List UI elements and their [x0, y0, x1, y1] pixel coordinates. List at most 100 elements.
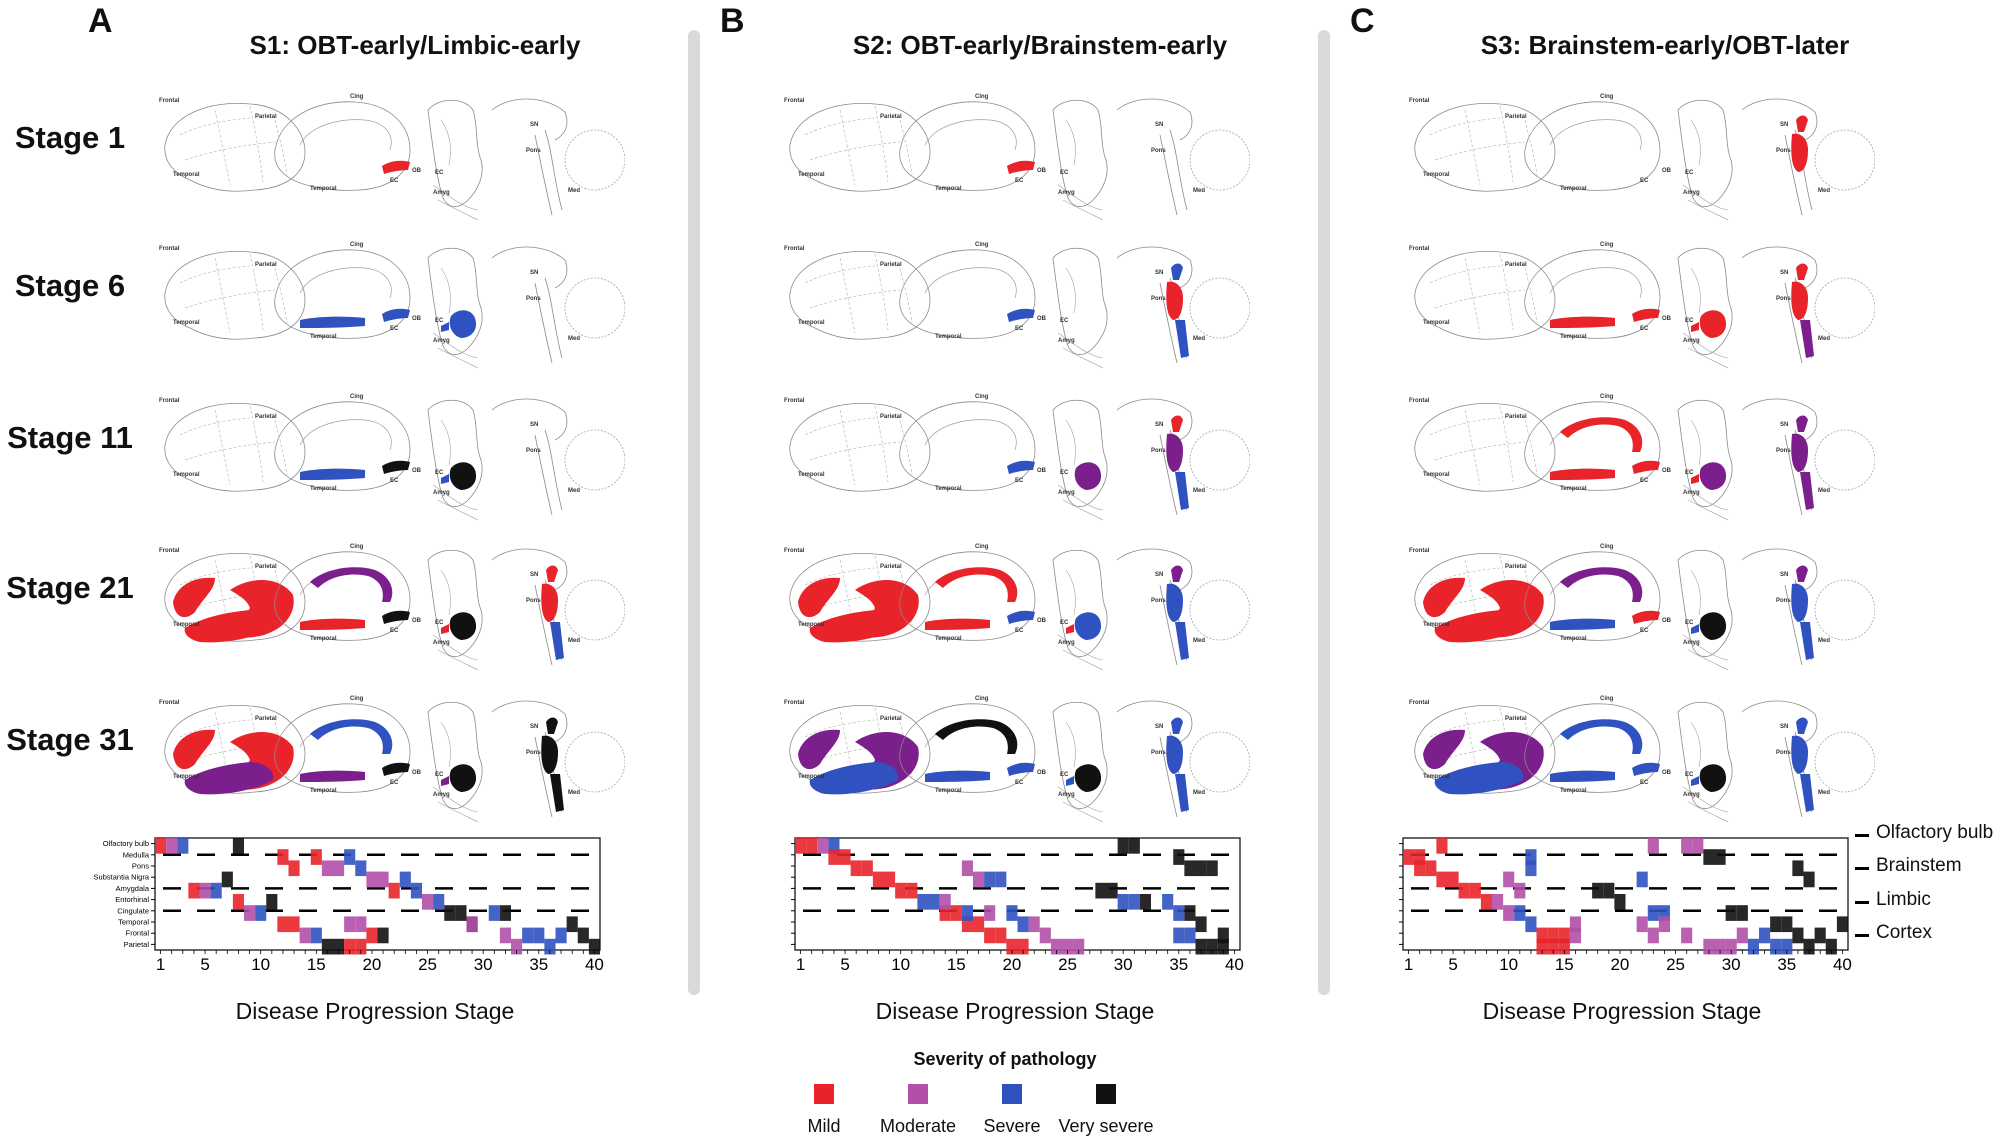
brain-label-frontal: Frontal — [1409, 246, 1430, 252]
lateral-outline — [164, 250, 306, 340]
heatmap-cell — [1803, 871, 1815, 888]
medial-brain-view: Cing Temporal OB EC — [274, 94, 422, 192]
heatmap-cell — [872, 871, 884, 888]
heatmap-cell — [366, 871, 378, 888]
heatmap-cell — [377, 927, 389, 944]
heatmap-cell — [861, 860, 873, 877]
brain-label-med: Med — [568, 488, 580, 494]
heatmap-cell — [1195, 938, 1207, 955]
lateral-sulci — [804, 405, 913, 486]
coronal-slice-view: EC Amyg — [1677, 399, 1733, 521]
brain-diagram-set: FrontalParietalTemporalCingTemporalOBECE… — [159, 544, 625, 671]
medial-outline — [1524, 101, 1661, 191]
brain-label-cing: Cing — [975, 242, 989, 248]
frontal-region — [1423, 729, 1465, 770]
brain-label-frontal: Frontal — [159, 246, 180, 252]
pons-region — [1791, 735, 1808, 774]
heatmap-cell — [1525, 860, 1537, 877]
heatmap-A: Olfactory bulb Medulla Pons Substantia Nigr… — [94, 837, 604, 974]
brain-label-frontal: Frontal — [1409, 98, 1430, 104]
brain-label-frontal: Frontal — [1409, 548, 1430, 554]
brain-label-parietal: Parietal — [1505, 262, 1527, 268]
legend-label: Severe — [983, 1116, 1041, 1136]
brain-diagram-set: FrontalParietalTemporalCingTemporalOBECE… — [159, 696, 625, 823]
heatmap-cell — [1681, 927, 1693, 944]
brain-label-temporal: Temporal — [935, 636, 962, 642]
lateral-brain-view: Frontal Parietal Temporal — [159, 700, 306, 795]
coronal-slice-view: EC Amyg — [1052, 399, 1108, 521]
heatmap-cell — [1658, 905, 1670, 921]
heatmap-cell — [1006, 905, 1018, 921]
cerebellum-outline — [1814, 429, 1875, 491]
brain-label-ob: OB — [1037, 770, 1047, 776]
lateral-sulci — [804, 105, 913, 186]
x-tick-label: 40 — [1833, 955, 1852, 974]
brain-label-parietal: Parietal — [1505, 564, 1527, 570]
lateral-outline — [164, 402, 306, 492]
brain-diagram-set: FrontalParietalTemporalCingTemporalOBECE… — [784, 94, 1250, 221]
pons-region — [1166, 433, 1183, 472]
brain-label-ob: OB — [1037, 468, 1047, 474]
slice-contours — [432, 419, 479, 521]
heatmap-cell — [1614, 894, 1626, 910]
slice-contours — [1682, 721, 1729, 823]
olfactory-bulb-region — [382, 762, 410, 776]
brain-label-pons: Pons — [1776, 598, 1791, 604]
brain-label-ec: EC — [1640, 780, 1649, 786]
lateral-brain-view: Frontal Parietal Temporal — [784, 700, 931, 795]
heatmap-cell — [1184, 860, 1196, 877]
heatmap-cell — [928, 894, 940, 910]
x-tick-label: 10 — [891, 955, 910, 974]
brain-label-amyg: Amyg — [1058, 792, 1075, 798]
heatmap-cell — [1117, 894, 1129, 910]
heatmap-cell — [166, 838, 178, 854]
slice-outline — [427, 701, 483, 809]
heatmap-cell — [466, 916, 478, 933]
coronal-slice-view: EC Amyg — [1677, 701, 1733, 823]
brain-label-ec: EC — [390, 628, 399, 634]
brain-label-med: Med — [1818, 336, 1830, 342]
heatmap-cell — [917, 894, 929, 910]
heatmap-cell — [455, 905, 467, 921]
brain-label-pons: Pons — [1151, 296, 1166, 302]
entorhinal-slice-region — [441, 776, 449, 786]
brain-label-pons: Pons — [526, 598, 541, 604]
medial-outline — [1524, 703, 1661, 793]
panel-title: S3: Brainstem-early/OBT-later — [1480, 30, 1850, 60]
pons-region — [1791, 281, 1808, 320]
x-axis-label: Disease Progression Stage — [875, 998, 1155, 1024]
brain-label-temporal: Temporal — [310, 788, 337, 794]
heatmap-cell — [1636, 871, 1648, 888]
cingulate-region — [935, 719, 1018, 754]
amygdala-region — [1699, 612, 1727, 640]
heatmap-cell — [555, 927, 567, 944]
brainstem-outline-top — [491, 98, 568, 141]
brain-label-parietal: Parietal — [255, 716, 277, 722]
brain-label-ob: OB — [1662, 468, 1672, 474]
heatmap-cell — [1480, 894, 1492, 910]
medial-outline — [1524, 401, 1661, 491]
legend-label: Very severe — [1058, 1116, 1154, 1136]
brain-label-temporal: Temporal — [798, 622, 825, 628]
brain-label-med: Med — [1193, 336, 1205, 342]
brain-label-ec: EC — [1685, 170, 1694, 176]
brain-label-ec: EC — [1015, 178, 1024, 184]
heatmap-cell — [355, 916, 367, 933]
brain-diagram-set: FrontalParietalTemporalCingTemporalOBECE… — [1409, 696, 1875, 823]
brain-diagram-set: FrontalParietalTemporalCingTemporalOBECE… — [1409, 94, 1875, 221]
heatmap-cell — [1195, 860, 1207, 877]
row-label: Entorhinal — [115, 895, 149, 904]
heatmap-cell — [1592, 882, 1604, 899]
brain-label-temporal: Temporal — [935, 486, 962, 492]
brain-label-ec: EC — [1685, 772, 1694, 778]
brain-label-amyg: Amyg — [1058, 490, 1075, 496]
brain-label-ec: EC — [1640, 178, 1649, 184]
heatmap-cell — [1128, 838, 1140, 854]
heatmap-cell — [939, 905, 951, 921]
brainstem-outline-top — [1741, 700, 1818, 743]
pons-region — [1166, 583, 1183, 622]
brain-label-med: Med — [568, 336, 580, 342]
x-tick-label: 5 — [1448, 955, 1457, 974]
heatmap-cell — [533, 927, 545, 944]
heatmap-cell — [1425, 860, 1437, 877]
